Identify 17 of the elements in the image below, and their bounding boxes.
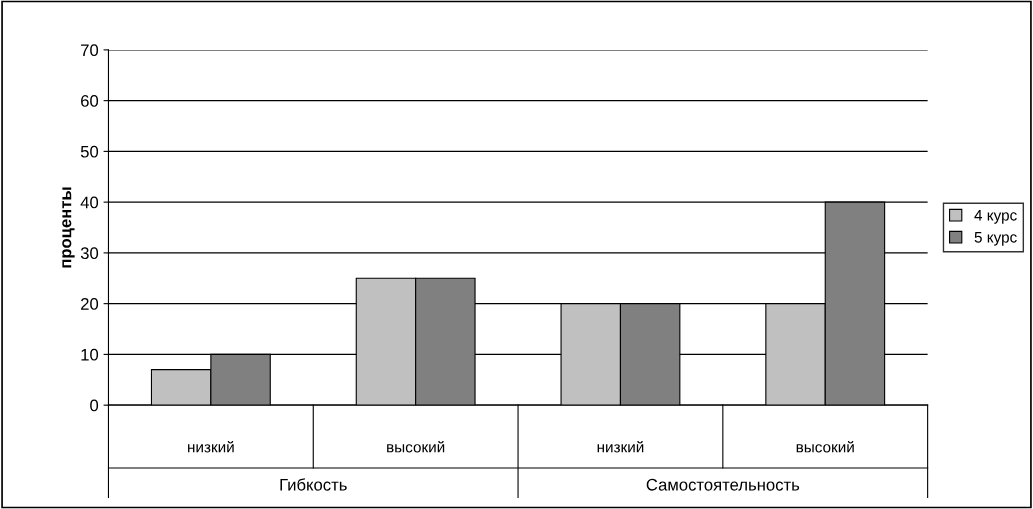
y-tick-label: 50 [80,145,99,158]
text: Гибкость [280,478,347,491]
y-tick-label: 40 [80,196,99,209]
x-tick-label: низкий [188,441,234,453]
text: Самостоятельность [646,478,800,491]
y-tick-label: 20 [81,298,99,310]
y-tick-label: 0 [90,399,99,412]
y-tick-label: 10 [81,348,99,361]
y-tick-label: 60 [81,95,99,107]
legend-label: 4 курс [974,210,1017,224]
x-tick-label: высокий [796,441,854,453]
y-tick-label: 30 [80,247,99,260]
y-tick-label: 70 [81,44,99,57]
x-tick-label: низкий [597,441,644,453]
y-axis-title: проценты [62,187,75,268]
x-tick-label: высокий [387,441,445,453]
legend-label: 5 курс [974,231,1017,246]
